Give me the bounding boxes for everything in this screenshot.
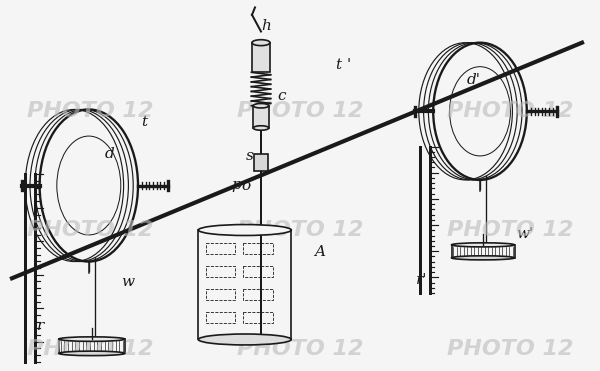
Ellipse shape <box>198 224 291 236</box>
Ellipse shape <box>253 126 269 130</box>
Bar <box>243 243 272 254</box>
Text: d': d' <box>467 73 481 87</box>
Text: PHOTO 12: PHOTO 12 <box>447 101 573 121</box>
Text: PHOTO 12: PHOTO 12 <box>237 220 363 240</box>
Bar <box>206 289 235 300</box>
Text: w': w' <box>516 227 533 241</box>
Ellipse shape <box>198 334 291 345</box>
Text: t: t <box>141 115 147 129</box>
Text: PHOTO 12: PHOTO 12 <box>447 339 573 359</box>
Text: PHOTO 12: PHOTO 12 <box>237 101 363 121</box>
Ellipse shape <box>452 243 515 247</box>
Text: h: h <box>262 19 271 33</box>
Text: c: c <box>277 89 286 104</box>
Text: A: A <box>314 245 325 259</box>
Text: PHOTO 12: PHOTO 12 <box>27 220 153 240</box>
Bar <box>243 289 272 300</box>
Bar <box>206 243 235 254</box>
Text: PHOTO 12: PHOTO 12 <box>237 339 363 359</box>
Bar <box>253 106 269 128</box>
Ellipse shape <box>59 337 125 341</box>
Bar <box>206 312 235 323</box>
Text: PHOTO 12: PHOTO 12 <box>27 101 153 121</box>
Ellipse shape <box>59 351 125 356</box>
Bar <box>252 43 270 72</box>
Text: PHOTO 12: PHOTO 12 <box>447 220 573 240</box>
Bar <box>206 266 235 277</box>
Text: w: w <box>121 275 134 289</box>
Text: s: s <box>246 149 254 163</box>
Text: PHOTO 12: PHOTO 12 <box>27 339 153 359</box>
Bar <box>254 154 268 171</box>
Text: r': r' <box>416 273 427 287</box>
Text: r: r <box>37 319 44 334</box>
Text: d: d <box>105 147 115 161</box>
Text: o: o <box>242 178 251 193</box>
Text: p: p <box>232 178 241 193</box>
Bar <box>243 266 272 277</box>
Ellipse shape <box>452 256 515 260</box>
Ellipse shape <box>252 40 270 46</box>
Ellipse shape <box>253 104 269 108</box>
Text: t ': t ' <box>336 58 351 72</box>
Bar <box>243 312 272 323</box>
